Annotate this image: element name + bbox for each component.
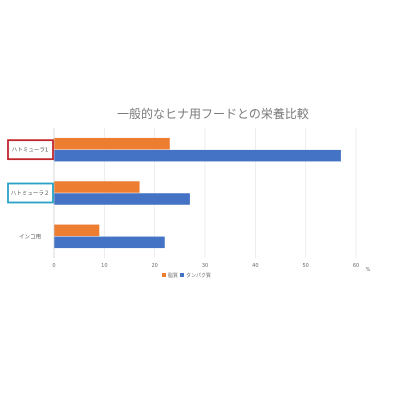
category-label: インコ用 [19, 233, 41, 240]
legend: 脂質 タンパク質 [162, 272, 211, 279]
bar-protein [54, 193, 190, 205]
x-tick-label: 50 [302, 263, 308, 269]
legend-swatch [162, 273, 166, 277]
x-axis-unit: % [366, 267, 371, 273]
category-highlight-box [7, 139, 54, 161]
bars [54, 137, 341, 249]
category-label: ハトミューラ1 [12, 147, 49, 154]
category-labels: ハトミューラ1 ハトミューラ２ インコ用 [7, 139, 54, 240]
category-highlight-box [7, 182, 54, 204]
legend-label: タンパク質 [186, 272, 211, 279]
legend-label: 脂質 [168, 272, 178, 279]
x-tick-label: 20 [151, 263, 157, 269]
x-tick-label: 10 [101, 263, 107, 269]
legend-swatch [180, 273, 184, 277]
bar-fat [54, 181, 140, 193]
axis: 0 10 20 30 40 50 60% [52, 128, 371, 273]
x-tick-label: 60 [353, 263, 359, 269]
bar-fat [54, 137, 170, 150]
x-tick-label: 40 [252, 263, 258, 269]
chart-title: 一般的なヒナ用フードとの栄養比較 [117, 106, 309, 121]
bar-protein [54, 236, 165, 249]
category-label: ハトミューラ２ [11, 190, 50, 197]
x-tick-label: 0 [52, 263, 55, 269]
x-tick-label: 30 [202, 263, 208, 269]
gridlines [53, 128, 357, 258]
bar-fat [54, 224, 100, 237]
bar-protein [54, 149, 341, 162]
